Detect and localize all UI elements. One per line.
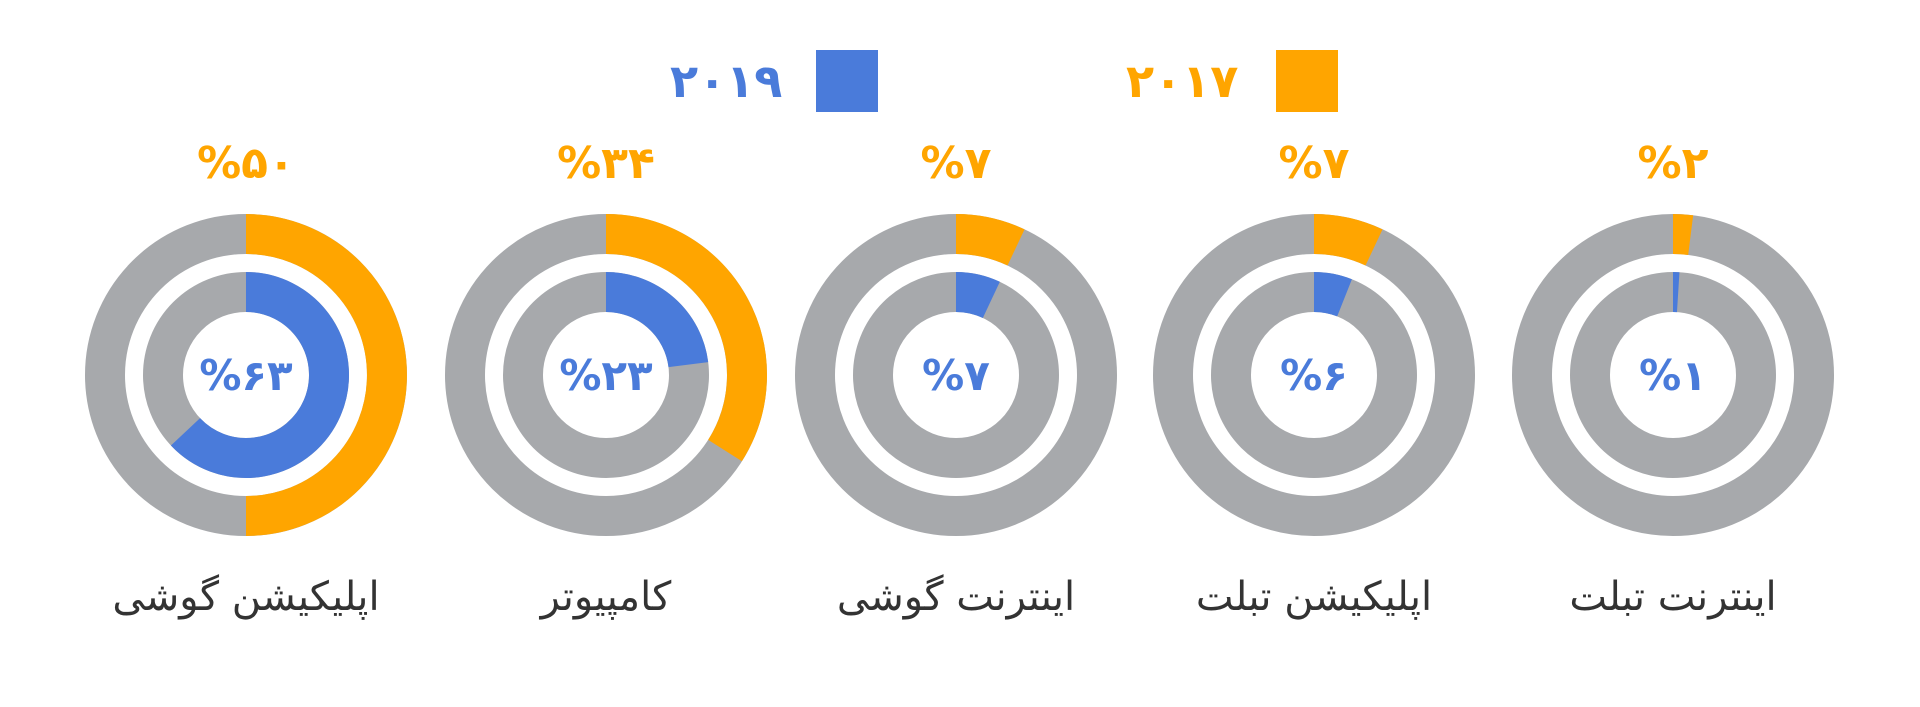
outer-value-label: %۷ [921,138,992,189]
inner-arc-2019 [170,272,349,478]
legend-swatch-2017 [1276,50,1338,112]
inner-arc-2019 [1313,272,1352,317]
inner-value-label: %۷ [922,351,990,400]
donut-group: %۲ %۱ اینترنت تبلت [1512,138,1834,620]
inner-value-label: %۱ [1639,351,1707,400]
category-label: اپلیکیشن تبلت [1196,574,1432,620]
category-label: اینترنت گوشی [837,574,1075,620]
outer-arc-2017 [245,214,407,536]
category-label: کامپیوتر [539,574,673,620]
donut-group: %۷ %۷ اینترنت گوشی [795,138,1117,620]
donut-group: %۷ %۶ اپلیکیشن تبلت [1153,138,1475,620]
category-label: اینترنت تبلت [1569,574,1776,620]
outer-value-label: %۵۰ [197,138,295,189]
donut-group: %۵۰ %۶۳ اپلیکیشن گوشی [85,138,407,620]
donut-group: %۳۴ %۲۳ کامپیوتر [445,138,767,620]
legend-item-2019: ۲۰۱۹ [670,50,880,112]
outer-value-label: %۲ [1638,138,1709,189]
legend-swatch-2019 [816,50,878,112]
outer-arc-2017 [605,214,767,462]
legend-label-2019: ۲۰۱۹ [670,54,783,108]
inner-value-label: %۲۳ [559,351,653,400]
outer-arc-2017 [1313,214,1383,266]
outer-arc-2017 [1672,213,1694,255]
legend-item-2017: ۲۰۱۷ [1126,50,1338,112]
inner-arc-2019 [605,272,709,368]
inner-value-label: %۶ [1280,351,1348,400]
category-label: اپلیکیشن گوشی [112,574,379,620]
outer-value-label: %۷ [1279,138,1350,189]
legend-label-2017: ۲۰۱۷ [1126,54,1239,108]
outer-value-label: %۳۴ [557,138,655,189]
inner-arc-2019 [955,272,1000,319]
inner-value-label: %۶۳ [199,351,293,400]
outer-arc-2017 [955,214,1025,266]
